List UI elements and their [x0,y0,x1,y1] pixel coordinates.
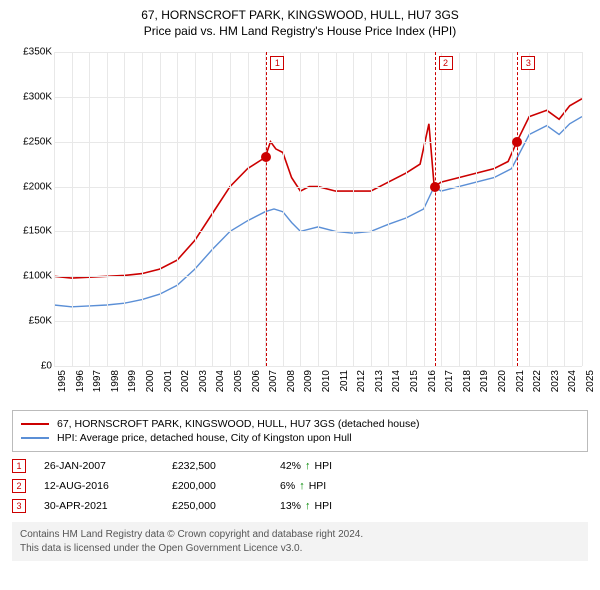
sale-pct: 6%↑HPI [280,480,370,492]
x-tick-label: 2025 [585,370,596,392]
x-tick-label: 2021 [515,370,526,392]
x-tick-label: 2001 [163,370,174,392]
legend: 67, HORNSCROFT PARK, KINGSWOOD, HULL, HU… [12,410,588,452]
sale-marker-line [435,52,436,366]
x-tick-label: 1999 [127,370,138,392]
x-tick-label: 2022 [532,370,543,392]
x-tick-label: 2002 [180,370,191,392]
attribution-footer: Contains HM Land Registry data © Crown c… [12,522,588,561]
x-tick-label: 2019 [479,370,490,392]
sale-marker-label: 3 [521,56,535,70]
x-tick-label: 2024 [567,370,578,392]
legend-label: 67, HORNSCROFT PARK, KINGSWOOD, HULL, HU… [57,418,420,430]
y-tick-label: £50K [29,316,52,327]
x-tick-label: 1997 [92,370,103,392]
sale-marker-line [517,52,518,366]
sale-row: 1 26-JAN-2007 £232,500 42%↑HPI [12,456,588,476]
sale-marker-dot [430,182,440,192]
x-tick-label: 2015 [409,370,420,392]
sale-marker-label: 2 [439,56,453,70]
chart-area: 1 2 3 £0 £50K £100K £150K £200K £250K £300K £350K… [12,44,588,404]
x-tick-label: 2000 [145,370,156,392]
x-tick-label: 2008 [286,370,297,392]
arrow-up-icon: ↑ [305,500,311,512]
chart-subtitle: Price paid vs. HM Land Registry's House … [12,24,588,38]
sale-date: 26-JAN-2007 [44,460,154,472]
sale-marker-line [266,52,267,366]
x-tick-label: 2011 [339,370,350,392]
x-tick-label: 2017 [444,370,455,392]
plot-area: 1 2 3 [54,52,582,366]
x-tick-label: 2013 [374,370,385,392]
x-tick-label: 2007 [268,370,279,392]
legend-label: HPI: Average price, detached house, City… [57,432,352,444]
x-tick-label: 2006 [251,370,262,392]
arrow-up-icon: ↑ [305,460,311,472]
y-tick-label: £150K [23,226,52,237]
sale-number-box: 2 [12,479,26,493]
x-tick-label: 2018 [462,370,473,392]
sale-number-box: 3 [12,499,26,513]
legend-item: HPI: Average price, detached house, City… [21,431,579,445]
x-tick-label: 2012 [356,370,367,392]
footer-line: This data is licensed under the Open Gov… [20,542,580,556]
sale-row: 2 12-AUG-2016 £200,000 6%↑HPI [12,476,588,496]
chart-container: 67, HORNSCROFT PARK, KINGSWOOD, HULL, HU… [0,0,600,590]
x-tick-label: 2005 [233,370,244,392]
x-tick-label: 2020 [497,370,508,392]
sale-price: £250,000 [172,500,262,512]
sale-row: 3 30-APR-2021 £250,000 13%↑HPI [12,496,588,516]
chart-title: 67, HORNSCROFT PARK, KINGSWOOD, HULL, HU… [12,8,588,22]
y-tick-label: £300K [23,91,52,102]
x-tick-label: 2004 [215,370,226,392]
legend-swatch [21,437,49,439]
y-tick-label: £200K [23,181,52,192]
footer-line: Contains HM Land Registry data © Crown c… [20,528,580,542]
sale-date: 30-APR-2021 [44,500,154,512]
x-tick-label: 1996 [75,370,86,392]
y-tick-label: £0 [41,361,52,372]
x-tick-label: 2003 [198,370,209,392]
x-tick-label: 2016 [427,370,438,392]
sale-pct: 13%↑HPI [280,500,370,512]
y-tick-label: £350K [23,47,52,58]
sale-number-box: 1 [12,459,26,473]
sale-date: 12-AUG-2016 [44,480,154,492]
x-tick-label: 1995 [57,370,68,392]
sale-marker-dot [512,137,522,147]
sale-marker-label: 1 [270,56,284,70]
sale-price: £232,500 [172,460,262,472]
sales-table: 1 26-JAN-2007 £232,500 42%↑HPI 2 12-AUG-2016 £… [12,456,588,516]
x-tick-label: 2010 [321,370,332,392]
x-tick-label: 2009 [303,370,314,392]
legend-swatch [21,423,49,425]
sale-marker-dot [261,152,271,162]
x-tick-label: 2014 [391,370,402,392]
x-tick-label: 2023 [550,370,561,392]
sale-price: £200,000 [172,480,262,492]
sale-pct: 42%↑HPI [280,460,370,472]
y-tick-label: £250K [23,136,52,147]
y-tick-label: £100K [23,271,52,282]
x-tick-label: 1998 [110,370,121,392]
legend-item: 67, HORNSCROFT PARK, KINGSWOOD, HULL, HU… [21,417,579,431]
arrow-up-icon: ↑ [299,480,305,492]
